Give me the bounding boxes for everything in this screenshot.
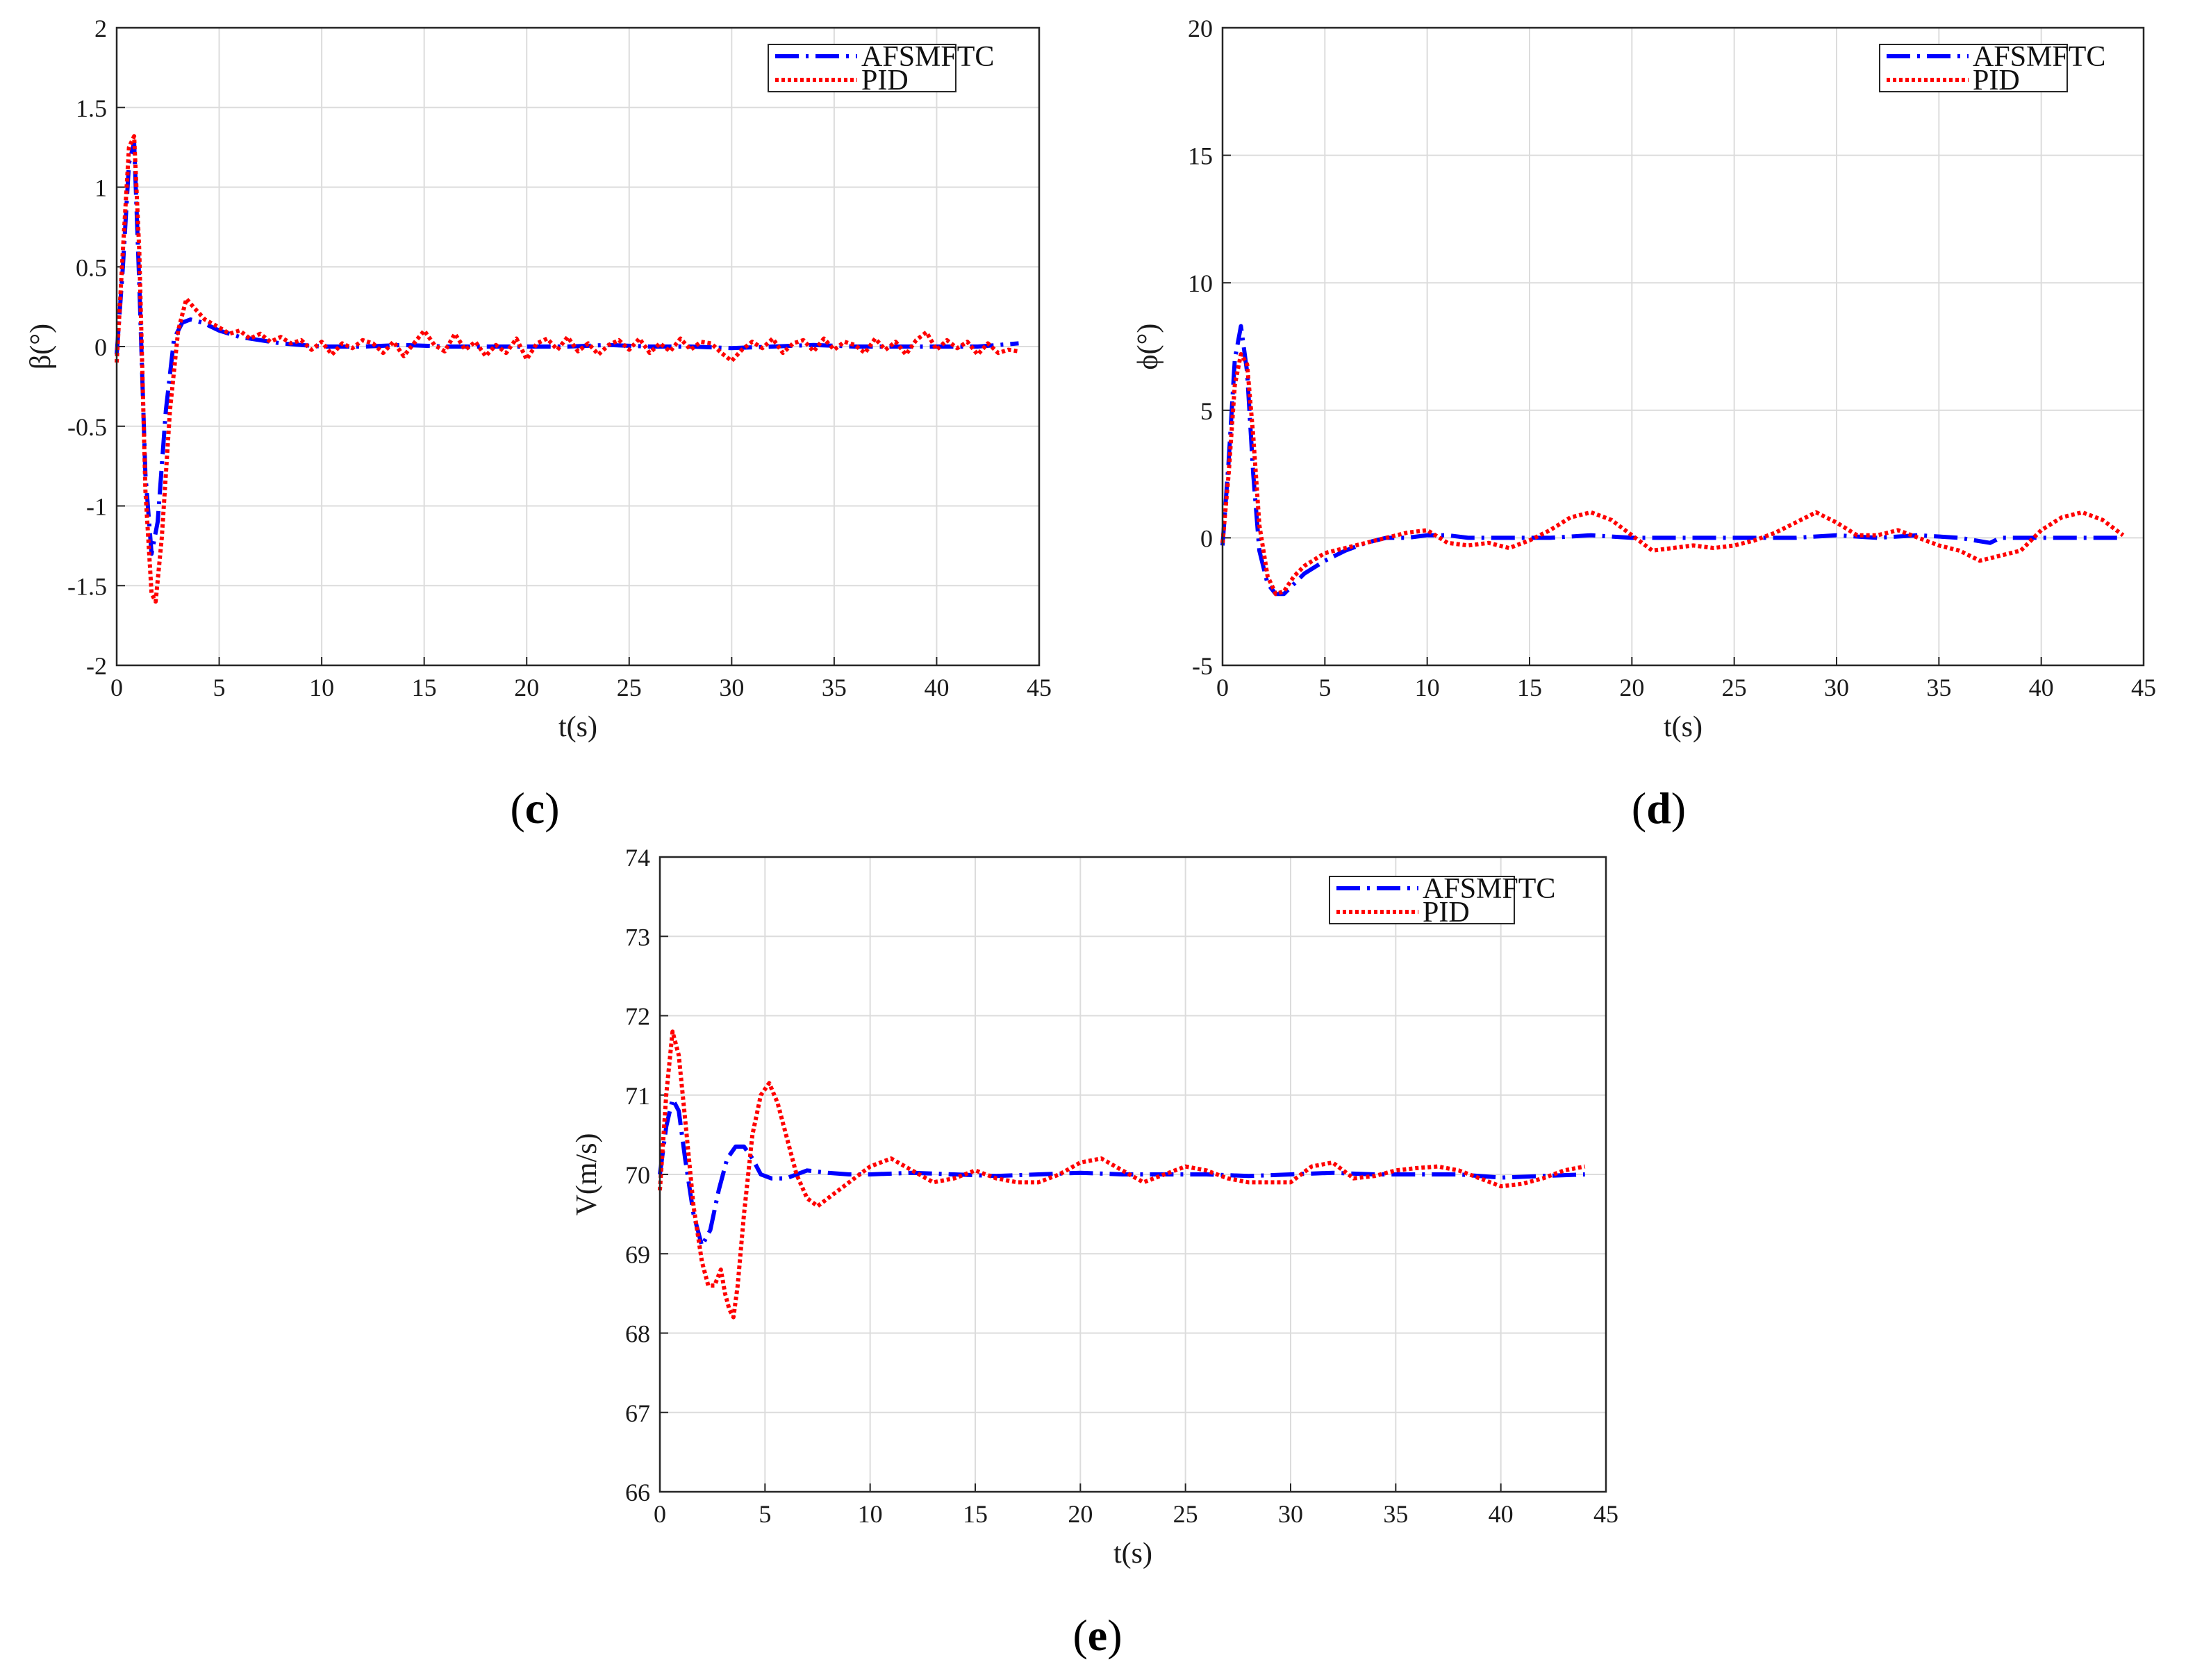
series-line-pid [658,1029,1586,1320]
panel-label-c: (c) [510,783,559,833]
series-line-pid [1220,352,2125,597]
y-axis-label: ϕ(°) [1132,324,1164,370]
x-tick-label: 15 [412,674,437,701]
legend-label-afsmftc: AFSMFTC [1423,873,1555,905]
x-tick-label: 30 [1824,674,1849,701]
x-tick-label: 30 [1278,1500,1303,1528]
x-tick-labels: 0 5 10 15 20 25 30 35 40 45 [110,674,1052,701]
y-tick-label: -5 [1192,652,1213,680]
y-tick-labels: -5 0 5 10 15 20 [1188,15,1213,680]
x-tick-label: 45 [1593,1500,1618,1528]
x-tick-label: 0 [110,674,123,701]
y-tick-label: 74 [625,844,650,872]
x-tick-labels: 0 5 10 15 20 25 30 35 40 45 [1216,674,2156,701]
x-tick-label: 10 [309,674,334,701]
y-tick-label: 69 [625,1240,650,1268]
y-tick-label: -0.5 [67,413,107,441]
legend-box [1879,44,2068,92]
y-axis-label: V(m/s) [571,1133,603,1216]
x-tick-label: 5 [1318,674,1331,701]
x-tick-label: 0 [1216,674,1229,701]
legend-label-pid: PID [861,65,909,97]
y-tick-label: -2 [86,652,107,680]
x-tick-label: 20 [1068,1500,1093,1528]
y-tick-label: 0 [94,333,107,361]
series-line-afsmftc [1220,324,2123,597]
x-tick-label: 15 [1517,674,1542,701]
x-tick-label: 20 [1619,674,1644,701]
y-tick-label: 72 [625,1003,650,1031]
y-tick-labels: 66 67 68 69 70 71 72 73 74 [625,844,650,1506]
y-tick-label: -1.5 [67,572,107,600]
y-tick-label: -1 [86,493,107,521]
series-line-afsmftc [658,1097,1585,1248]
x-tick-label: 15 [963,1500,988,1528]
legend-label-pid: PID [1973,65,2020,97]
y-tick-label: 70 [625,1161,650,1189]
y-tick-label: 5 [1200,397,1213,425]
chart-e: 0 5 10 15 20 25 30 35 40 45 66 67 68 69 70 71 72 73 74 t(… [571,844,1618,1570]
x-axis-label: t(s) [1664,711,1703,743]
x-tick-label: 40 [1489,1500,1514,1528]
series-line-pid [115,134,1019,604]
x-tick-label: 25 [1722,674,1747,701]
panel-label-d: (d) [1632,783,1686,833]
x-tick-label: 0 [654,1500,666,1528]
x-tick-label: 40 [924,674,949,701]
legend-label-pid: PID [1423,897,1470,929]
y-tick-label: 15 [1188,142,1213,170]
y-tick-label: 0 [1200,524,1213,552]
x-tick-label: 10 [1415,674,1440,701]
x-tick-label: 5 [759,1500,771,1528]
x-tick-label: 35 [822,674,847,701]
x-tick-label: 30 [719,674,744,701]
y-axis-label: β(°) [25,324,57,369]
axes-frame [115,26,1041,667]
y-tick-label: 73 [625,923,650,951]
y-tick-labels: -2 -1.5 -1 -0.5 0 0.5 1 1.5 2 [67,15,107,680]
x-tick-label: 40 [2029,674,2054,701]
y-tick-label: 2 [94,15,107,42]
x-axis-label: t(s) [558,711,597,743]
series-layer [115,134,1019,604]
grid [1222,27,2144,666]
legend-label-afsmftc: AFSMFTC [861,41,994,73]
y-tick-label: 71 [625,1082,650,1110]
y-tick-label: 1.5 [76,94,107,122]
chart-c: 0 5 10 15 20 25 30 35 40 45 -2 -1.5 -1 -0.5 0 0.5 1 1.5 2… [25,15,1052,743]
plot-area [1223,28,2144,665]
y-tick-label: 66 [625,1479,650,1506]
x-axis-label: t(s) [1113,1538,1152,1570]
x-tick-label: 5 [213,674,226,701]
y-tick-label: 10 [1188,269,1213,297]
x-tick-label: 25 [1173,1500,1198,1528]
y-tick-label: 67 [625,1399,650,1427]
x-tick-label: 20 [514,674,539,701]
x-tick-label: 25 [617,674,642,701]
legend-box [768,44,956,92]
y-tick-label: 68 [625,1320,650,1348]
y-tick-label: 20 [1188,15,1213,42]
x-tick-label: 35 [1383,1500,1408,1528]
panel-label-e: (e) [1072,1611,1122,1660]
axes-frame [1221,26,2145,667]
series-layer [658,1029,1586,1320]
legend-label-afsmftc: AFSMFTC [1973,41,2105,73]
x-tick-label: 45 [2131,674,2156,701]
legend-box [1329,876,1515,924]
axes-frame [658,856,1607,1493]
x-tick-label: 35 [1926,674,1951,701]
y-tick-label: 0.5 [76,253,107,281]
x-tick-labels: 0 5 10 15 20 25 30 35 40 45 [654,1500,1618,1528]
series-layer [1220,324,2125,597]
x-tick-label: 45 [1027,674,1052,701]
y-tick-label: 1 [94,174,107,202]
x-tick-label: 10 [858,1500,883,1528]
